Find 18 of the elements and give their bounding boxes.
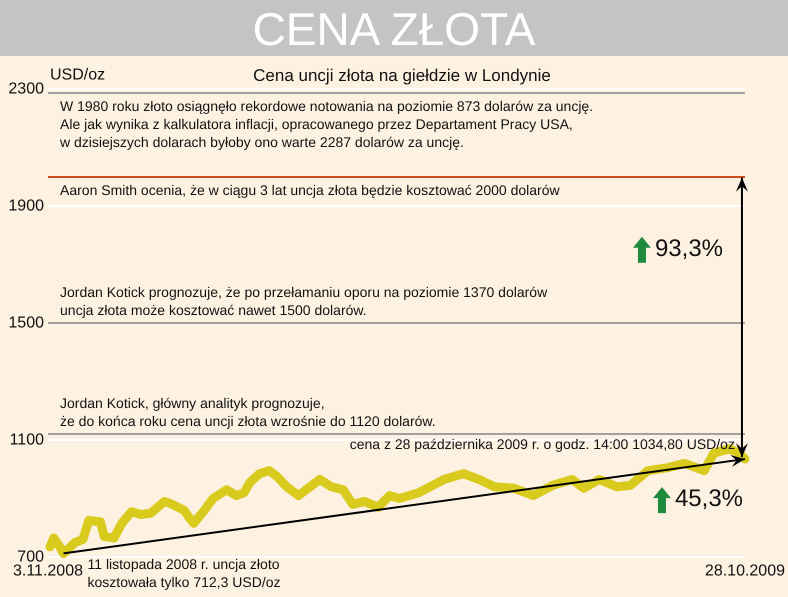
x-tick-label: 28.10.2009 — [704, 562, 786, 580]
annotation: 45,3% — [674, 485, 744, 514]
y-tick-label: 700 — [17, 548, 44, 566]
y-tick-label: 1900 — [8, 198, 44, 214]
y-tick-label: 1500 — [8, 314, 44, 332]
ref-line-label: W 1980 roku złoto osiągnęło rekordowe notowania na poziomie 873 dolarów za uncję. Ale jak wynika z kalkulatora inflacji, opracowanego przez Departament Pracy USA, w dzisiejszych dolarach byłoby ono warte 2287 dolarów za uncję. — [59, 98, 594, 150]
chart-title: CENA ZŁOTA — [0, 0, 788, 56]
ref-line-label: Jordan Kotick, główny analityk prognozuje, że do końca roku cena uncji złota wzrośnie do 1120 dolarów. — [60, 395, 436, 430]
annotation: 11 listopada 2008 r. uncja złoto kosztowała tylko 712,3 USD/oz — [88, 555, 280, 592]
y-tick-label: 2300 — [8, 80, 44, 98]
chart-subtitle: Cena uncji złota na giełdzie w Londynie — [253, 66, 551, 85]
x-tick-label: 3.11.2008 — [13, 562, 84, 580]
annotation: 93,3% — [654, 234, 724, 263]
y-tick-label: 1100 — [10, 432, 44, 448]
ref-line-label: Aaron Smith ocenia, że w ciągu 3 lat uncja złota będzie kosztować 2000 dolarów — [60, 182, 561, 198]
ref-line-label: Jordan Kotick prognozuje, że po przełamaniu oporu na poziomie 1370 dolarów uncja złota może kosztować nawet 1500 dolarów. — [60, 284, 548, 318]
annotation: cena z 28 października 2009 r. o godz. 14:00 1034,80 USD/oz — [350, 435, 735, 454]
y-axis-title: USD/oz — [50, 66, 106, 84]
